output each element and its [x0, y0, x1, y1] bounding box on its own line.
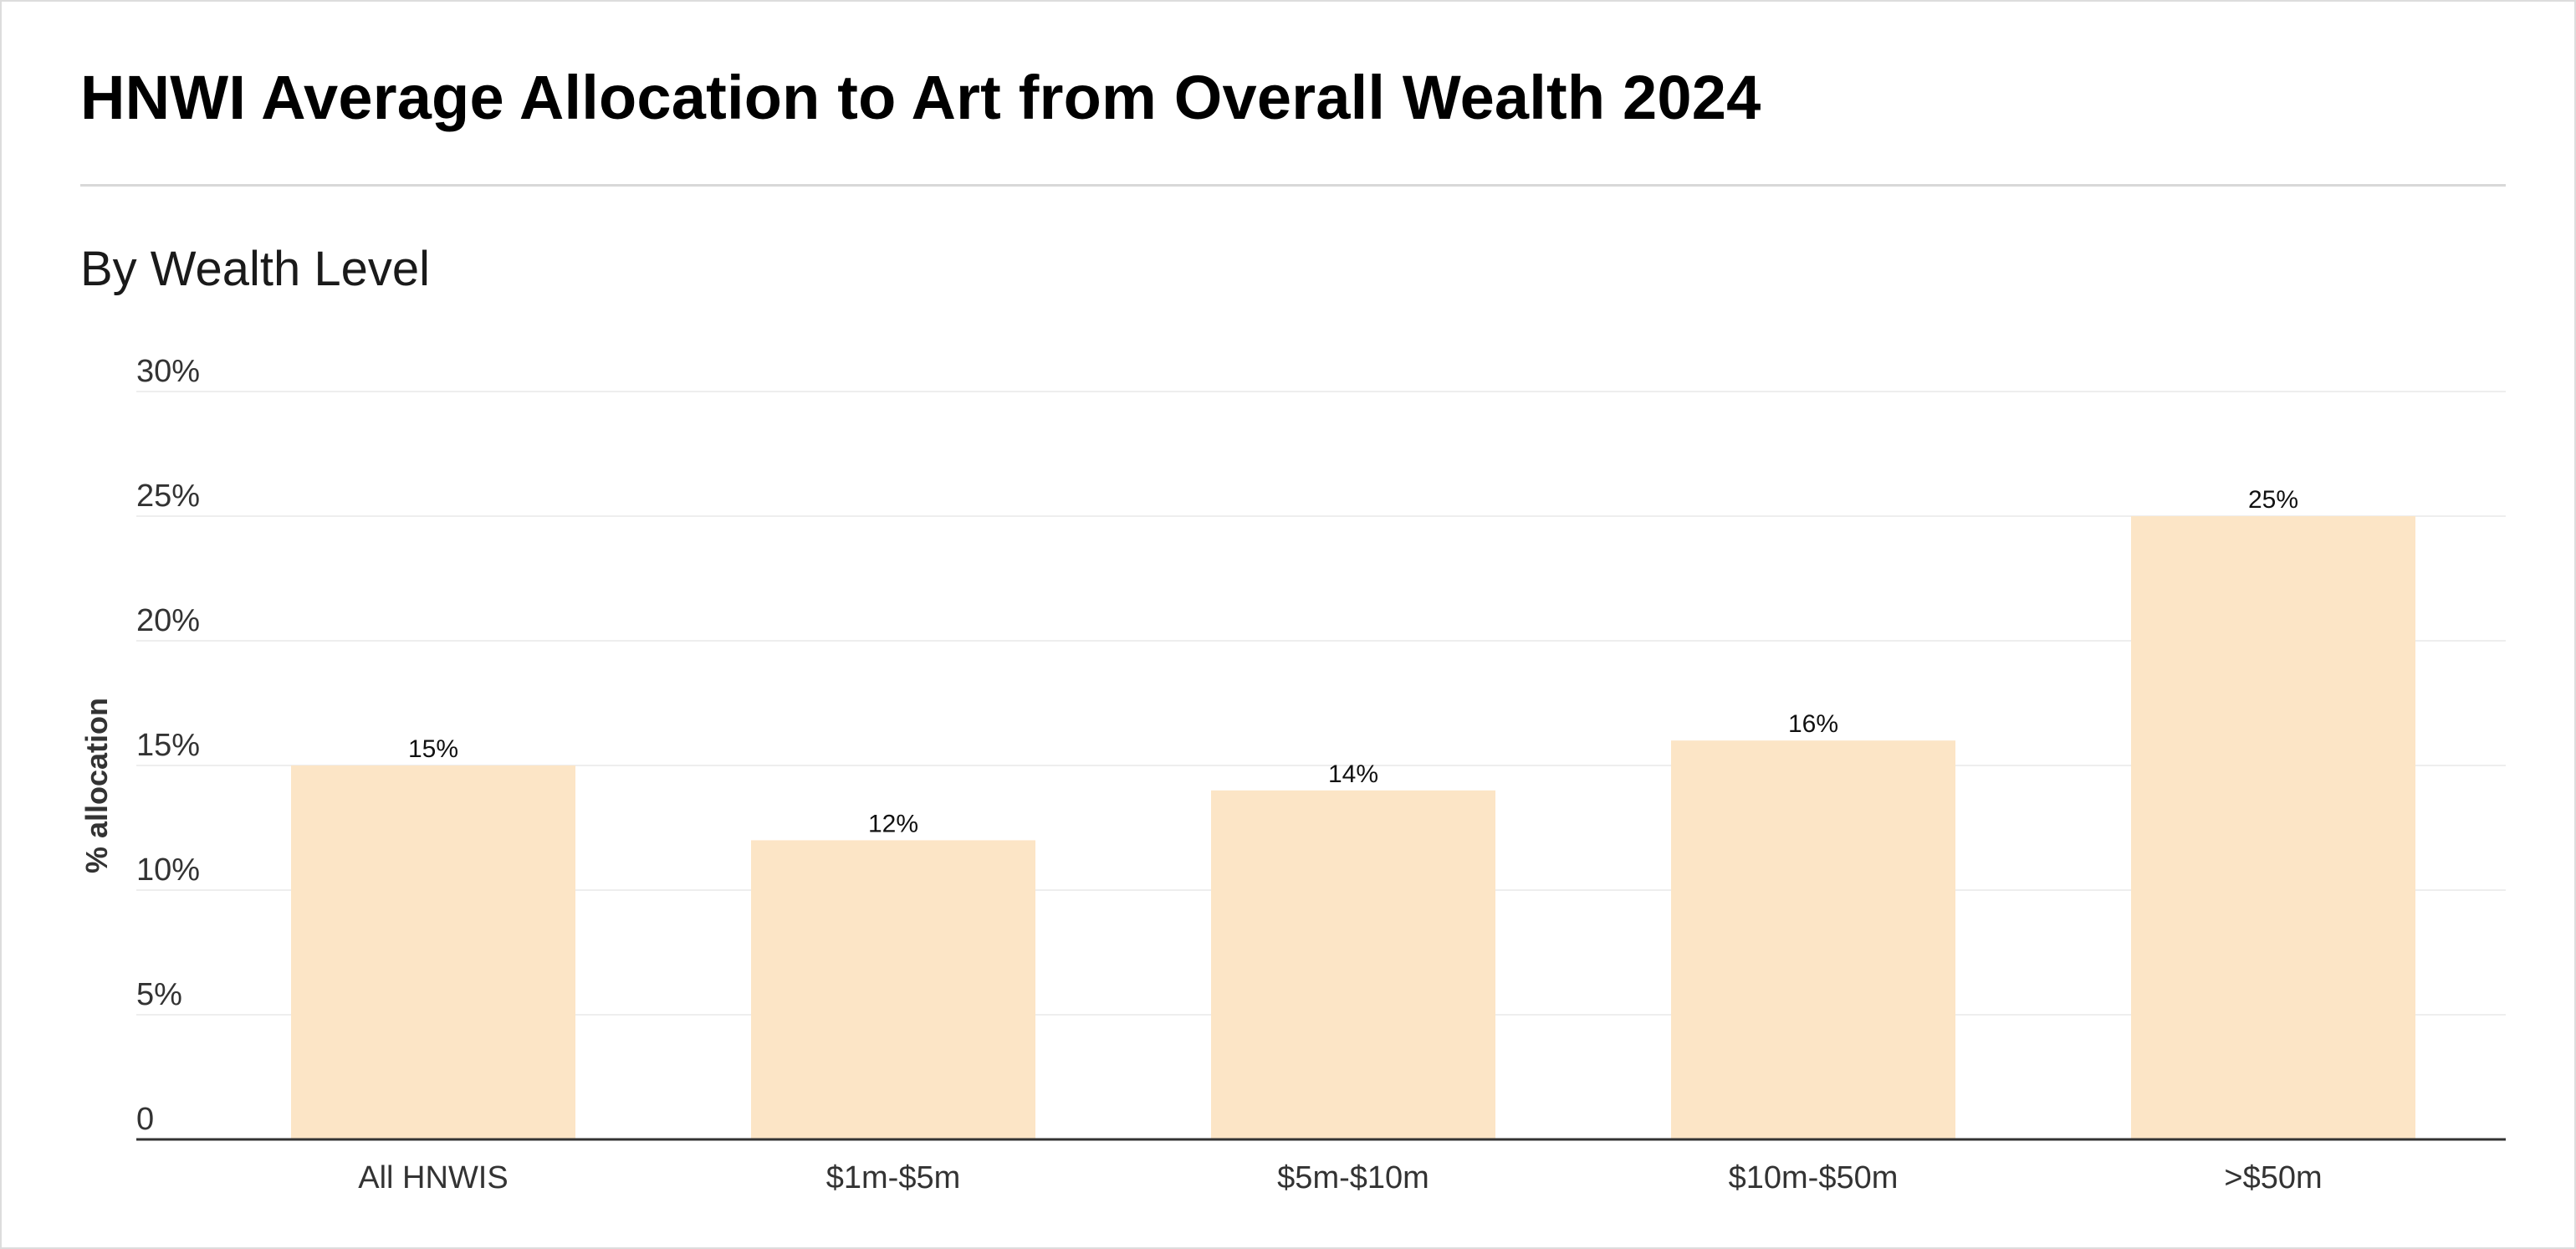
y-axis-ticks: 0 5% 10% 15% 20% 25% 30%: [136, 354, 200, 1137]
x-category-label: $10m-$50m: [1729, 1160, 1899, 1195]
data-label: 16%: [1788, 710, 1838, 738]
data-label: 15%: [408, 735, 458, 763]
bar: [1671, 740, 1955, 1139]
bars: [291, 516, 2415, 1139]
bar: [2131, 516, 2415, 1139]
y-tick-label: 5%: [136, 977, 182, 1012]
data-label: 14%: [1328, 760, 1378, 788]
x-category-label: $5m-$10m: [1277, 1160, 1429, 1195]
x-category-label: All HNWIS: [358, 1160, 508, 1195]
chart-subtitle: By Wealth Level: [80, 242, 431, 296]
x-category-label: $1m-$5m: [826, 1160, 961, 1195]
bar: [291, 765, 575, 1139]
bar: [1211, 790, 1495, 1139]
y-tick-label: 0: [136, 1102, 154, 1137]
y-tick-label: 10%: [136, 852, 200, 888]
y-tick-label: 15%: [136, 728, 200, 763]
bar: [751, 840, 1035, 1139]
y-tick-label: 30%: [136, 354, 200, 389]
data-label: 25%: [2248, 486, 2298, 514]
title-divider: [80, 184, 2506, 187]
chart-title: HNWI Average Allocation to Art from Over…: [80, 63, 1761, 132]
data-label: 12%: [868, 810, 918, 837]
y-tick-label: 25%: [136, 479, 200, 514]
y-tick-label: 20%: [136, 603, 200, 638]
y-axis-title: % allocation: [79, 698, 114, 873]
x-axis-categories: All HNWIS $1m-$5m $5m-$10m $10m-$50m >$50m: [358, 1160, 2322, 1195]
x-category-label: >$50m: [2224, 1160, 2322, 1195]
data-labels: 15% 12% 14% 16% 25%: [408, 486, 2298, 837]
